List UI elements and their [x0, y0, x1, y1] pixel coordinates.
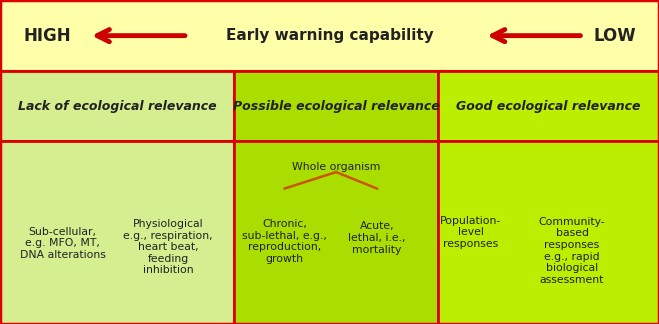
Text: Good ecological relevance: Good ecological relevance [457, 99, 641, 113]
Text: Lack of ecological relevance: Lack of ecological relevance [18, 99, 216, 113]
Text: Chronic,
sub-lethal, e.g.,
reproduction,
growth: Chronic, sub-lethal, e.g., reproduction,… [243, 219, 327, 264]
Bar [0, 0, 659, 71]
Text: Possible ecological relevance: Possible ecological relevance [233, 99, 440, 113]
Text: Sub-cellular,
e.g. MFO, MT,
DNA alterations: Sub-cellular, e.g. MFO, MT, DNA alterati… [20, 227, 105, 260]
Text: Physiological
e.g., respiration,
heart beat,
feeding
inhibition: Physiological e.g., respiration, heart b… [123, 219, 213, 275]
Text: Early warning capability: Early warning capability [225, 28, 434, 43]
Text: Acute,
lethal, i.e.,
mortality: Acute, lethal, i.e., mortality [348, 221, 406, 255]
Text: Community-
based
responses
e.g., rapid
biological
assessment: Community- based responses e.g., rapid b… [538, 217, 606, 285]
Text: Whole organism: Whole organism [292, 162, 380, 172]
Bar [0, 71, 234, 141]
Text: LOW: LOW [593, 27, 636, 45]
Bar [234, 141, 438, 324]
Bar [0, 141, 234, 324]
Text: HIGH: HIGH [23, 27, 71, 45]
Bar [438, 71, 659, 141]
Text: Population-
level
responses: Population- level responses [440, 216, 501, 249]
Bar [438, 141, 659, 324]
Bar [234, 71, 438, 141]
